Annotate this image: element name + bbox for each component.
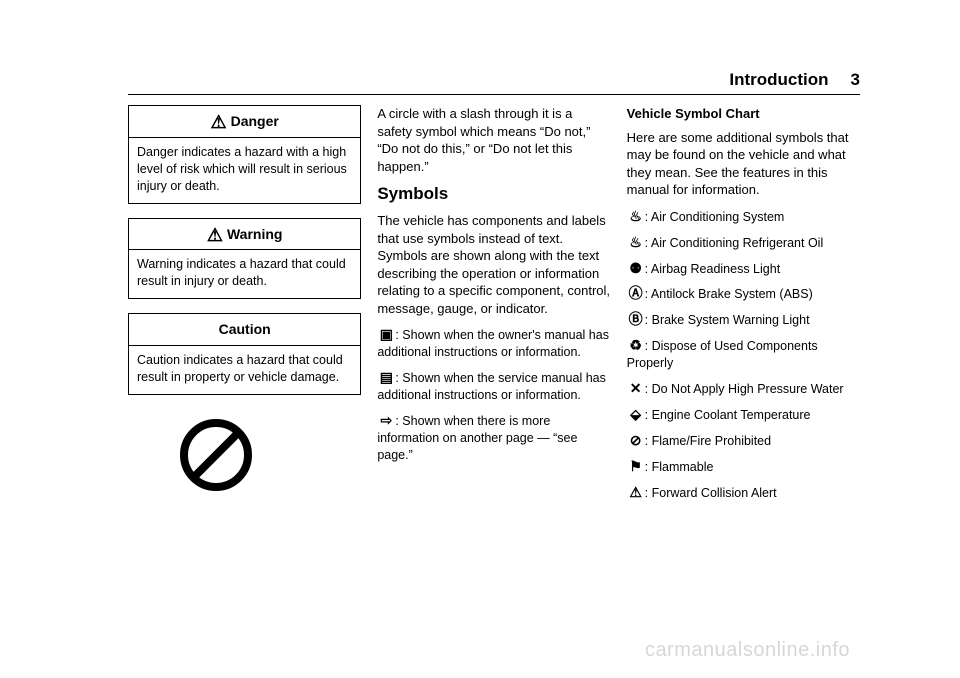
warning-box: ⚠ Warning Warning indicates a hazard tha… — [128, 218, 361, 300]
dispose-icon: ♻ — [627, 336, 645, 355]
page-header: Introduction 3 — [128, 70, 860, 95]
fire-prohibited-icon: ⊘ — [627, 431, 645, 450]
warning-box-head: ⚠ Warning — [129, 219, 360, 251]
header-inner: Introduction 3 — [128, 70, 860, 90]
vehicle-symbol-chart-heading: Vehicle Symbol Chart — [627, 105, 860, 123]
forward-collision-icon: ⚠ — [627, 483, 645, 502]
coolant-temp-icon: ⬙ — [627, 405, 645, 424]
see-page-icon: ⇨ — [377, 411, 395, 430]
warning-triangle-icon: ⚠ — [210, 113, 226, 131]
ac-system-icon: ♨ — [627, 207, 645, 226]
columns: ⚠ Danger Danger indicates a hazard with … — [128, 105, 860, 635]
symbol-entry: ♨: Air Conditioning Refrigerant Oil — [627, 233, 860, 252]
column-1: ⚠ Danger Danger indicates a hazard with … — [128, 105, 361, 635]
column-3: Vehicle Symbol Chart Here are some addit… — [627, 105, 860, 635]
symbol-text: : Brake System Warning Light — [645, 313, 810, 327]
symbol-entry: Ⓐ: Antilock Brake System (ABS) — [627, 284, 860, 303]
section-title: Introduction — [729, 70, 828, 90]
page: Introduction 3 ⚠ Danger Danger indicates… — [0, 0, 960, 678]
symbol-text: : Air Conditioning System — [645, 210, 785, 224]
prohibition-icon — [176, 415, 256, 495]
symbols-body: The vehicle has components and labels th… — [377, 212, 610, 317]
danger-title: Danger — [231, 112, 279, 131]
column-2: A circle with a slash through it is a sa… — [377, 105, 610, 635]
symbol-entry: ⇨: Shown when there is more information … — [377, 411, 610, 464]
symbol-entry: ▣: Shown when the owner's manual has add… — [377, 325, 610, 361]
watermark-text: carmanualsonline.info — [645, 639, 850, 662]
symbol-entry: ⚉: Airbag Readiness Light — [627, 259, 860, 278]
brake-warning-icon: Ⓑ — [627, 310, 645, 329]
no-pressure-water-icon: ✕ — [627, 379, 645, 398]
abs-icon: Ⓐ — [627, 284, 645, 303]
symbol-text: : Forward Collision Alert — [645, 486, 777, 500]
caution-title: Caution — [219, 320, 271, 339]
symbols-heading: Symbols — [377, 183, 610, 206]
prohibition-slash — [194, 432, 239, 477]
warning-body: Warning indicates a hazard that could re… — [129, 250, 360, 298]
symbol-text: : Flammable — [645, 460, 714, 474]
symbol-entry: ⚑: Flammable — [627, 457, 860, 476]
warning-triangle-icon: ⚠ — [207, 226, 223, 244]
symbol-text: : Dispose of Used Components Properly — [627, 339, 818, 370]
danger-body: Danger indicates a hazard with a high le… — [129, 138, 360, 203]
symbol-text: : Shown when there is more information o… — [377, 414, 577, 462]
symbol-text: : Shown when the service manual has addi… — [377, 371, 606, 402]
symbol-entry: ✕: Do Not Apply High Pressure Water — [627, 379, 860, 398]
symbol-text: : Antilock Brake System (ABS) — [645, 287, 813, 301]
ac-refrigerant-icon: ♨ — [627, 233, 645, 252]
symbol-entry: ▤: Shown when the service manual has add… — [377, 368, 610, 404]
symbol-entry: ⚠: Forward Collision Alert — [627, 483, 860, 502]
safety-explainer: A circle with a slash through it is a sa… — [377, 105, 610, 175]
symbol-text: : Do Not Apply High Pressure Water — [645, 382, 844, 396]
symbol-text: : Flame/Fire Prohibited — [645, 434, 771, 448]
symbol-entry: ♻: Dispose of Used Components Properly — [627, 336, 860, 372]
symbol-text: : Air Conditioning Refrigerant Oil — [645, 236, 824, 250]
symbol-text: : Airbag Readiness Light — [645, 262, 781, 276]
symbol-text: : Engine Coolant Temperature — [645, 408, 811, 422]
warning-title: Warning — [227, 225, 282, 244]
caution-body: Caution indicates a hazard that could re… — [129, 346, 360, 394]
vehicle-symbol-chart-intro: Here are some additional symbols that ma… — [627, 129, 860, 199]
airbag-icon: ⚉ — [627, 259, 645, 278]
caution-box: Caution Caution indicates a hazard that … — [128, 313, 361, 395]
danger-box: ⚠ Danger Danger indicates a hazard with … — [128, 105, 361, 204]
service-manual-icon: ▤ — [377, 368, 395, 387]
caution-box-head: Caution — [129, 314, 360, 346]
danger-box-head: ⚠ Danger — [129, 106, 360, 138]
symbol-text: : Shown when the owner's manual has addi… — [377, 328, 609, 359]
symbol-entry: ♨: Air Conditioning System — [627, 207, 860, 226]
symbol-entry: ⬙: Engine Coolant Temperature — [627, 405, 860, 424]
symbol-entry: Ⓑ: Brake System Warning Light — [627, 310, 860, 329]
flammable-icon: ⚑ — [627, 457, 645, 476]
owners-manual-icon: ▣ — [377, 325, 395, 344]
page-number: 3 — [851, 70, 860, 90]
symbol-entry: ⊘: Flame/Fire Prohibited — [627, 431, 860, 450]
